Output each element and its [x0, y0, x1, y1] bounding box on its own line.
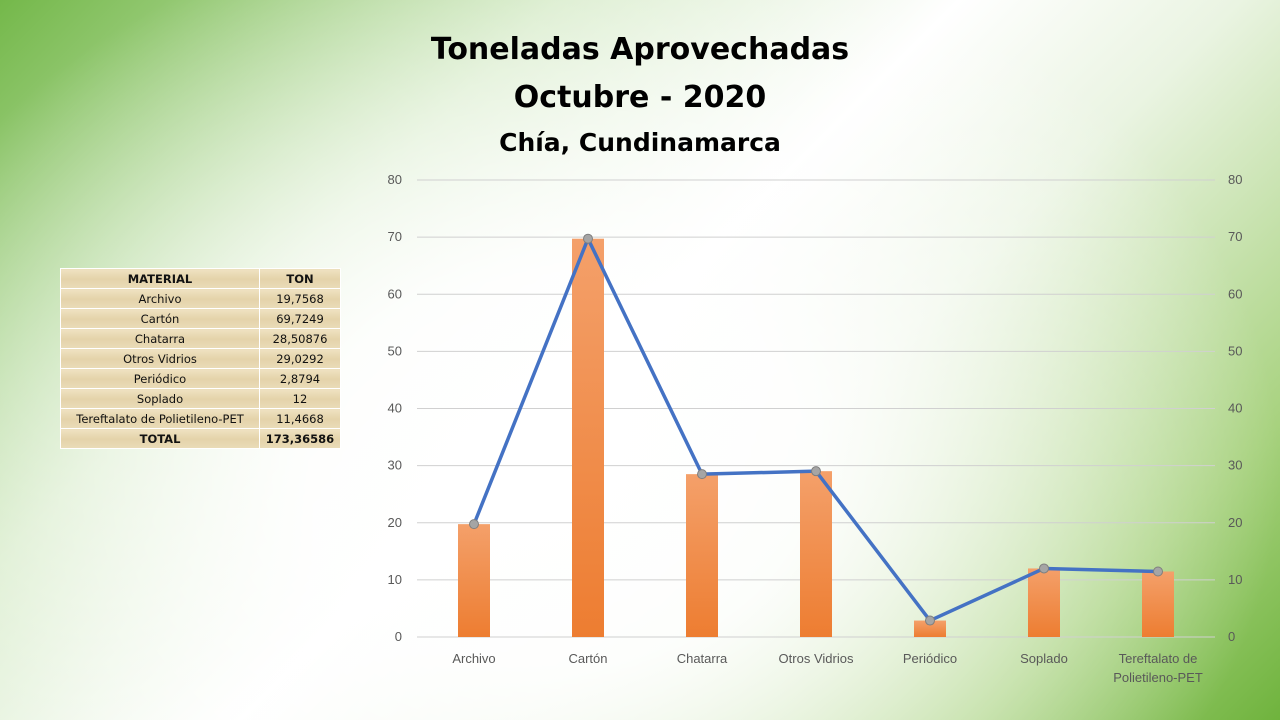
y-axis-tick-label: 60	[388, 286, 402, 301]
line-point	[697, 469, 707, 480]
material-cell: Cartón	[60, 308, 260, 329]
y2-axis-tick-label: 20	[1228, 515, 1242, 530]
x-axis-tick-label: Cartón	[568, 651, 607, 666]
total-row: TOTAL 173,36586	[60, 428, 341, 449]
y2-axis-tick-label: 70	[1228, 229, 1242, 244]
line-point	[925, 615, 935, 626]
line-point	[811, 466, 821, 477]
bar	[1142, 571, 1174, 637]
summary-table: MATERIAL TON Archivo 19,7568 Cartón 69,724…	[60, 268, 341, 449]
y2-axis-tick-label: 80	[1228, 172, 1242, 187]
y2-axis-tick-label: 10	[1228, 572, 1242, 587]
ton-cell: 29,0292	[259, 348, 341, 369]
bar	[458, 524, 490, 637]
chart-title-line2: Octubre - 2020	[513, 80, 767, 115]
y-axis-tick-label: 30	[388, 458, 402, 473]
y-axis-tick-label: 10	[388, 572, 402, 587]
y-axis-tick-label: 40	[388, 401, 402, 416]
table-row: Otros Vidrios 29,0292	[60, 348, 341, 369]
bar	[800, 471, 832, 637]
total-label: TOTAL	[60, 428, 260, 449]
y-axis-tick-label: 50	[388, 343, 402, 358]
y-axis-tick-label: 20	[388, 515, 402, 530]
x-axis-tick-label: Soplado	[1020, 651, 1068, 666]
table-row: Tereftalato de Polietileno-PET 11,4668	[60, 408, 341, 429]
ton-cell: 28,50876	[259, 328, 341, 349]
bar	[1028, 568, 1060, 637]
line-point	[1039, 563, 1049, 574]
x-axis-tick-label: Otros Vidrios	[779, 651, 854, 666]
column-header-ton: TON	[259, 268, 341, 289]
material-cell: Otros Vidrios	[60, 348, 260, 369]
chart-title-line1: Toneladas Aprovechadas	[430, 32, 850, 67]
chart-subtitle: Chía, Cundinamarca	[499, 128, 781, 157]
y2-axis-tick-label: 50	[1228, 343, 1242, 358]
ton-cell: 12	[259, 388, 341, 409]
ton-cell: 11,4668	[259, 408, 341, 429]
x-axis-tick-label: Archivo	[452, 651, 495, 666]
y-axis-tick-label: 80	[388, 172, 402, 187]
y2-axis-tick-label: 0	[1228, 629, 1235, 644]
line-point	[1153, 566, 1163, 577]
bar	[914, 620, 946, 637]
y2-axis-tick-label: 30	[1228, 458, 1242, 473]
x-axis-tick-label: Tereftalato de	[1119, 651, 1198, 666]
line-point	[469, 519, 479, 530]
line-point	[583, 233, 593, 244]
bar	[686, 474, 718, 637]
x-axis-tick-label: Chatarra	[677, 651, 728, 666]
ton-cell: 2,8794	[259, 368, 341, 389]
y-axis-tick-label: 0	[395, 629, 402, 644]
ton-cell: 69,7249	[259, 308, 341, 329]
x-axis-tick-label: Periódico	[903, 651, 957, 666]
total-value: 173,36586	[259, 428, 341, 449]
x-axis-tick-label: Polietileno-PET	[1113, 670, 1203, 685]
table-row: Periódico 2,8794	[60, 368, 341, 389]
y2-axis-tick-label: 40	[1228, 401, 1242, 416]
y2-axis-tick-label: 60	[1228, 286, 1242, 301]
table-row: Cartón 69,7249	[60, 308, 341, 329]
summary-table-header: MATERIAL TON	[60, 268, 341, 289]
y-axis-tick-label: 70	[388, 229, 402, 244]
bar	[572, 238, 604, 637]
material-cell: Tereftalato de Polietileno-PET	[60, 408, 260, 429]
